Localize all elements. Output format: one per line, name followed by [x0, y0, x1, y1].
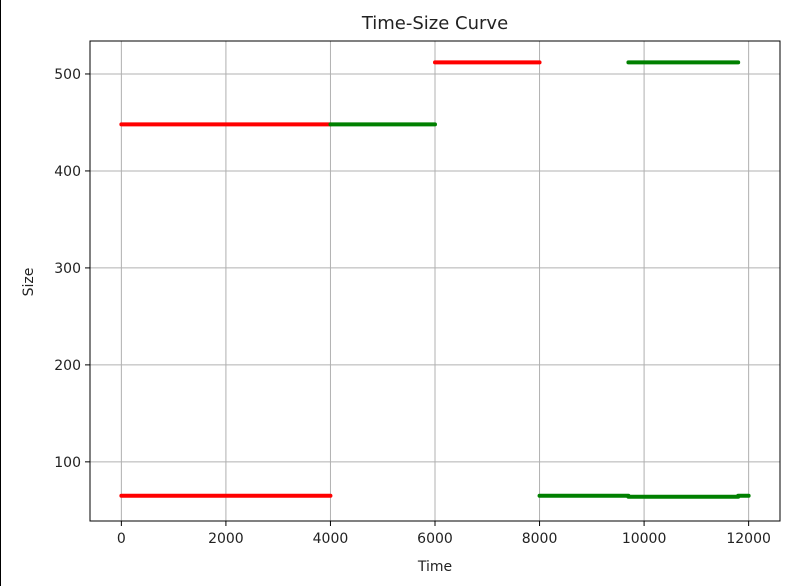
x-tick-label: 6000: [417, 531, 453, 547]
y-tick-label: 400: [54, 164, 81, 180]
x-tick-label: 0: [117, 531, 126, 547]
y-tick-label: 300: [54, 261, 81, 277]
left-edge-divider: [0, 0, 1, 586]
grid-layer: [90, 41, 780, 521]
x-tick-label: 10000: [622, 531, 667, 547]
x-axis-label: Time: [417, 559, 452, 575]
y-tick-label: 200: [54, 358, 81, 374]
x-tick-label: 8000: [522, 531, 558, 547]
chart-title: Time-Size Curve: [361, 13, 508, 34]
x-tick-label: 12000: [726, 531, 771, 547]
y-tick-label: 100: [54, 455, 81, 471]
y-tick-label: 500: [54, 67, 81, 83]
ticks-layer: 0 2000 4000 6000 8000 10000 12000 100 200 300 400 5…: [54, 67, 771, 547]
x-tick-label: 4000: [313, 531, 349, 547]
x-tick-label: 2000: [208, 531, 244, 547]
y-axis-label: Size: [21, 268, 37, 297]
series-layer: [119, 60, 751, 499]
